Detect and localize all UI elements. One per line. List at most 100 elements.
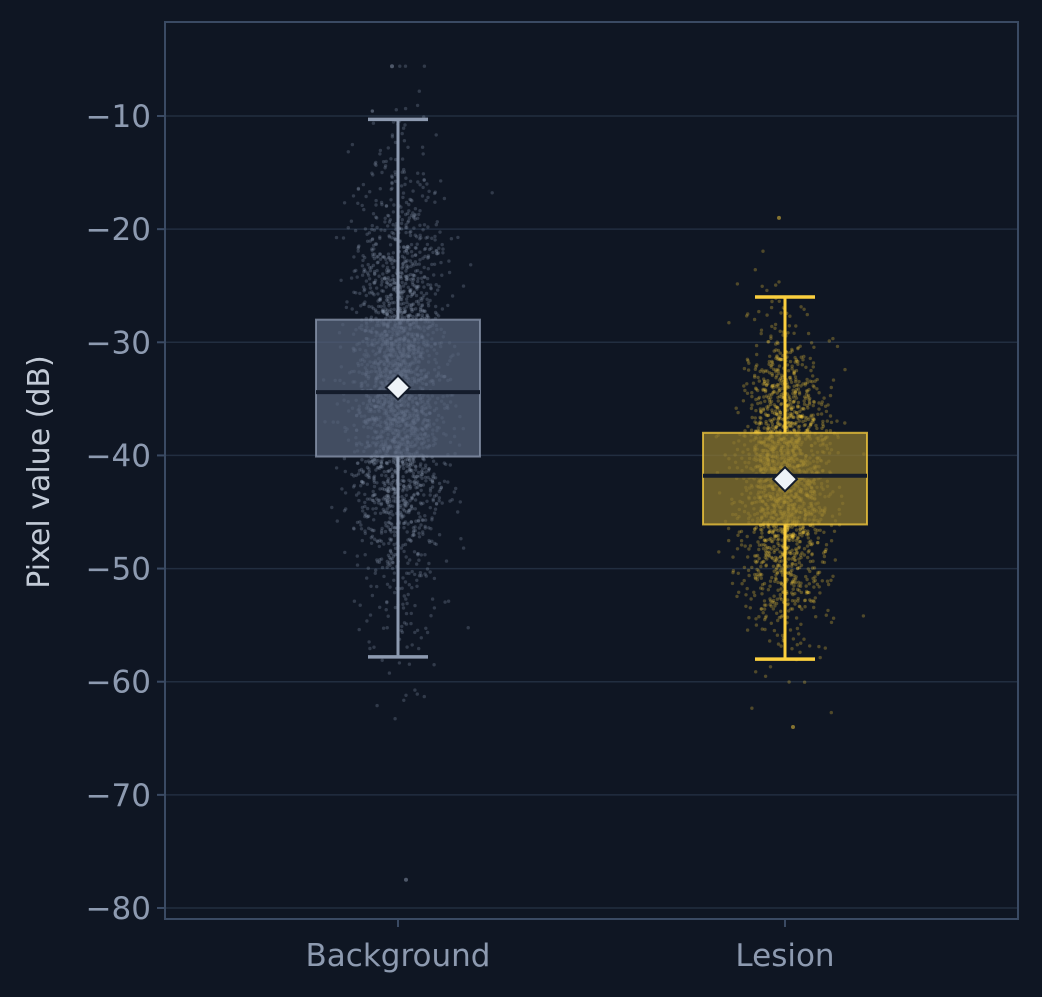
data-point bbox=[786, 545, 790, 549]
data-point bbox=[424, 291, 429, 296]
data-point bbox=[811, 374, 815, 378]
data-point bbox=[409, 611, 413, 616]
data-point bbox=[407, 508, 412, 513]
data-point bbox=[388, 309, 392, 313]
data-point bbox=[387, 555, 392, 560]
data-point bbox=[400, 478, 404, 483]
data-point bbox=[433, 190, 437, 194]
data-point bbox=[385, 600, 389, 604]
data-point bbox=[385, 268, 389, 272]
data-point bbox=[409, 539, 413, 543]
data-point bbox=[787, 416, 791, 420]
data-point bbox=[821, 422, 825, 426]
data-point bbox=[386, 224, 390, 228]
data-point bbox=[388, 557, 393, 561]
data-point bbox=[379, 228, 383, 232]
data-point bbox=[405, 300, 409, 305]
data-point bbox=[792, 399, 797, 403]
data-point bbox=[344, 305, 349, 310]
data-point bbox=[797, 539, 802, 544]
data-point bbox=[379, 283, 384, 287]
data-point bbox=[731, 570, 735, 575]
data-point bbox=[763, 539, 768, 543]
data-point bbox=[413, 480, 417, 484]
data-point bbox=[790, 407, 794, 412]
data-point bbox=[780, 633, 785, 638]
data-point bbox=[400, 460, 405, 464]
data-point bbox=[362, 270, 366, 274]
data-point bbox=[415, 584, 419, 588]
data-point bbox=[750, 565, 754, 570]
data-point bbox=[432, 606, 437, 610]
data-point bbox=[403, 308, 407, 312]
data-point bbox=[410, 460, 414, 464]
data-point bbox=[410, 254, 415, 258]
data-point bbox=[779, 402, 783, 407]
data-point bbox=[379, 531, 384, 535]
data-point bbox=[402, 170, 407, 174]
data-point bbox=[393, 526, 397, 530]
data-point bbox=[378, 257, 383, 261]
data-point bbox=[804, 589, 809, 594]
data-point bbox=[775, 340, 779, 344]
data-point bbox=[403, 182, 407, 187]
data-point bbox=[490, 191, 494, 195]
data-point bbox=[360, 479, 364, 484]
data-point bbox=[749, 406, 754, 411]
data-point bbox=[408, 313, 412, 318]
data-point bbox=[435, 312, 439, 316]
data-point bbox=[798, 540, 802, 544]
data-point bbox=[409, 229, 413, 234]
data-point bbox=[388, 499, 392, 504]
data-point bbox=[758, 369, 762, 374]
data-point bbox=[400, 514, 404, 519]
data-point bbox=[801, 358, 805, 362]
data-point bbox=[773, 534, 777, 539]
data-point bbox=[803, 381, 808, 385]
data-point bbox=[774, 577, 778, 581]
data-point bbox=[807, 582, 811, 586]
data-point bbox=[385, 499, 390, 503]
data-point bbox=[391, 288, 396, 292]
data-point bbox=[803, 423, 807, 427]
data-point bbox=[416, 518, 421, 523]
data-point bbox=[409, 469, 413, 473]
data-point bbox=[744, 593, 748, 597]
data-point bbox=[385, 494, 389, 498]
data-point bbox=[387, 255, 391, 260]
data-point bbox=[803, 598, 807, 602]
data-point bbox=[796, 546, 801, 550]
data-point bbox=[383, 220, 387, 224]
data-point bbox=[770, 360, 774, 365]
data-point bbox=[391, 525, 395, 530]
data-point bbox=[799, 563, 804, 567]
data-point bbox=[435, 220, 439, 224]
data-point bbox=[412, 529, 416, 533]
data-point bbox=[808, 542, 812, 546]
data-point bbox=[377, 498, 382, 502]
data-point bbox=[796, 587, 800, 592]
data-point bbox=[776, 348, 781, 353]
data-point bbox=[786, 534, 791, 538]
data-point bbox=[770, 372, 774, 376]
data-point bbox=[788, 538, 792, 542]
data-point bbox=[774, 567, 778, 572]
data-point bbox=[405, 464, 409, 468]
data-point bbox=[794, 324, 798, 328]
data-point bbox=[390, 135, 395, 139]
data-point bbox=[386, 477, 390, 481]
data-point bbox=[356, 461, 360, 465]
data-point bbox=[759, 564, 763, 569]
data-point bbox=[372, 480, 377, 484]
data-point bbox=[402, 549, 406, 554]
data-point bbox=[448, 499, 452, 503]
data-point bbox=[778, 410, 782, 415]
data-point bbox=[417, 212, 421, 217]
data-point bbox=[788, 400, 792, 404]
data-point bbox=[770, 373, 774, 378]
data-point bbox=[814, 615, 818, 619]
data-point bbox=[391, 554, 396, 558]
data-point bbox=[762, 607, 767, 611]
data-point bbox=[776, 618, 780, 623]
